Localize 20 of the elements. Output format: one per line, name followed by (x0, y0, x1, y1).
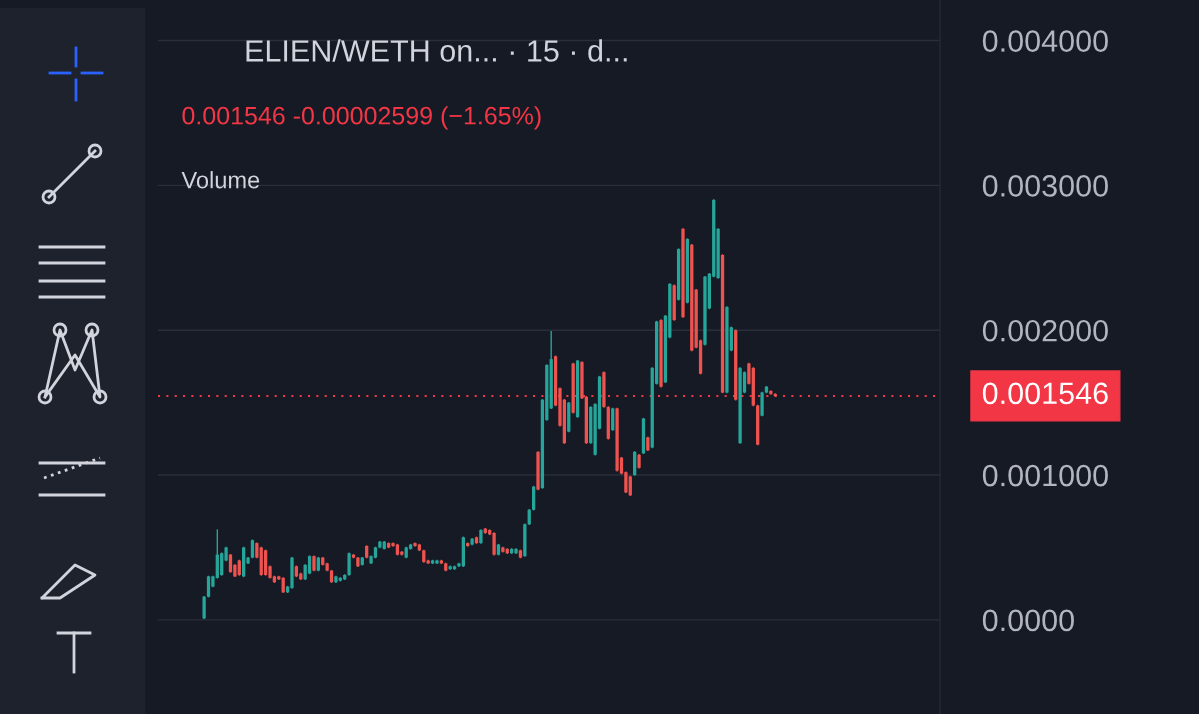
candlestick (206, 575, 211, 598)
y-tick-label: 0.004000 (982, 30, 1108, 52)
candlestick (633, 451, 637, 476)
y-tick-label: 0.003000 (982, 175, 1108, 197)
candlestick (628, 475, 632, 497)
candlestick (611, 407, 615, 431)
y-tick-label: 0.002000 (982, 319, 1108, 342)
ref-line-label: 0.001546 (982, 382, 1108, 405)
y-tick-label: 0.001000 (982, 464, 1108, 487)
y-tick-label: 0.0000 (982, 609, 1074, 632)
candlestick (347, 552, 351, 576)
candlestick (769, 390, 773, 395)
candlestick (202, 595, 206, 620)
annotation: Volume (181, 171, 260, 189)
candlestick (413, 542, 417, 547)
candlestick (531, 485, 536, 511)
candlestick (760, 391, 764, 417)
text: 0.001546 -0.00002599 (−1.65%) (182, 106, 541, 130)
candlestick (492, 532, 496, 556)
text: ELIEN/WETH on... · 15 · d... (246, 39, 627, 62)
